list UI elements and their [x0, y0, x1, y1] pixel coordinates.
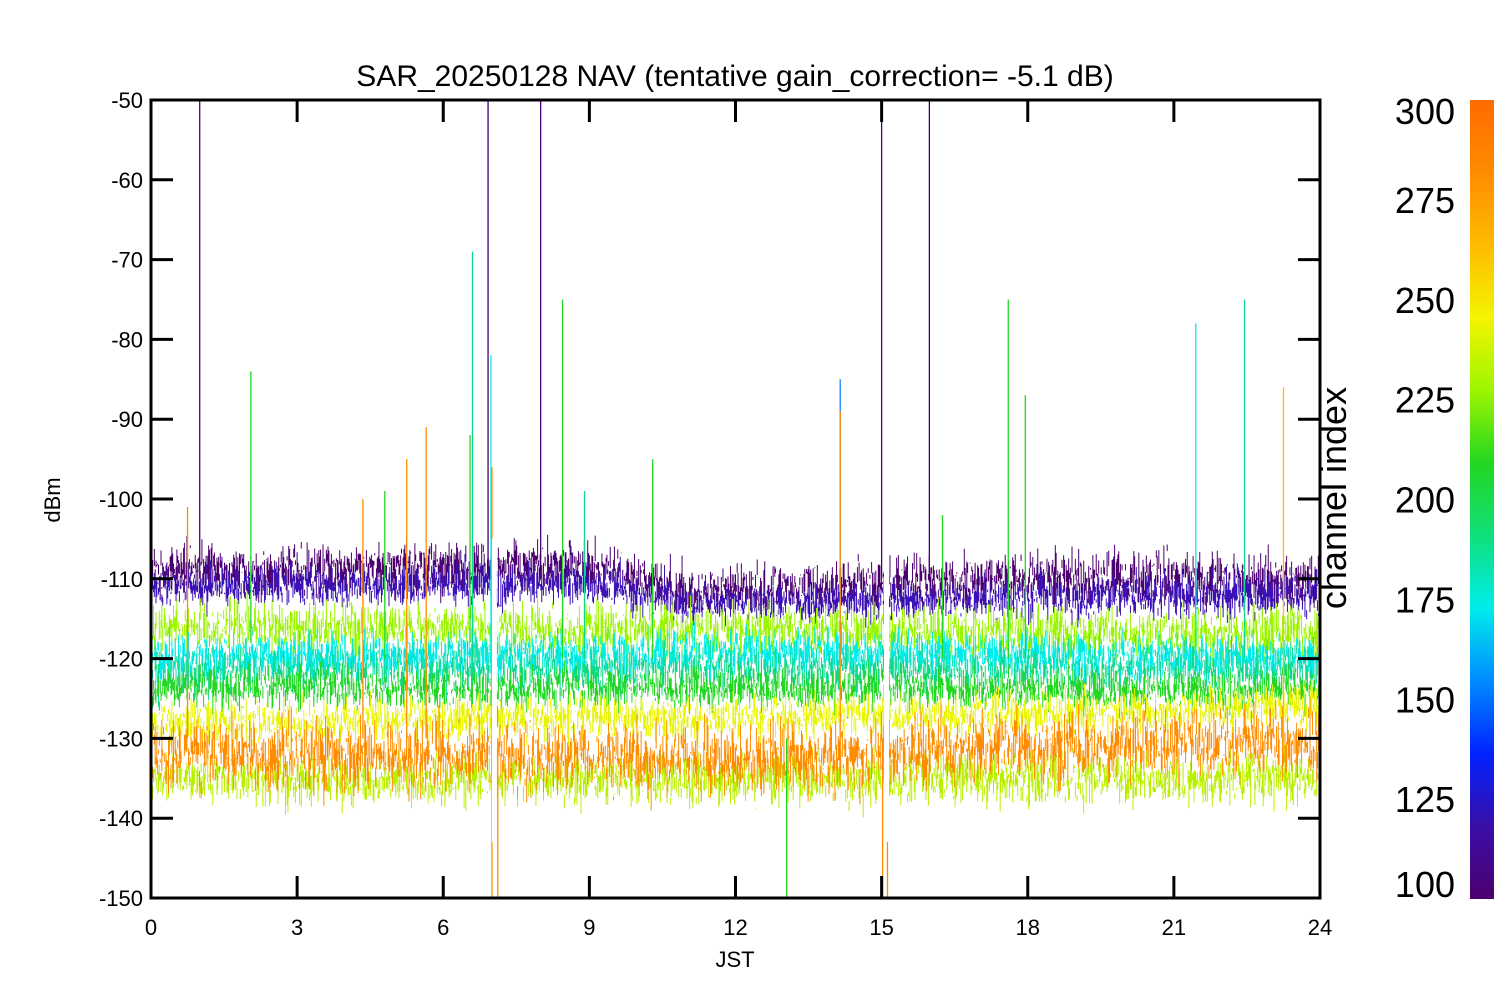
x-tick-label-21: 21 — [1162, 915, 1186, 940]
colorbar-label: channel index — [1313, 387, 1354, 609]
noise-band-ch230 — [151, 658, 1320, 719]
y-axis: -50 -60 -70 -80 -90 -100 -110 -120 -130 -140 -150 — [99, 88, 1320, 911]
x-tick-label-6: 6 — [437, 915, 449, 940]
y-tick-label--100: -100 — [99, 487, 143, 512]
x-tick-label-3: 3 — [291, 915, 303, 940]
noise-band-ch255 — [151, 590, 1320, 668]
data-gap-1 — [883, 538, 889, 843]
y-tick-label--60: -60 — [111, 168, 143, 193]
noise-band-ch290 — [151, 696, 1320, 811]
data-gaps — [491, 538, 889, 843]
y-tick-label--70: -70 — [111, 248, 143, 273]
chart-title: SAR_20250128 NAV (tentative gain_correct… — [356, 60, 1113, 93]
y-tick-label--50: -50 — [111, 88, 143, 113]
colorbar-tick-label-275: 275 — [1395, 180, 1455, 221]
colorbar-tick-label-225: 225 — [1395, 380, 1455, 421]
y-axis-label: dBm — [40, 477, 65, 522]
y-tick-label--120: -120 — [99, 647, 143, 672]
x-tick-label-9: 9 — [583, 915, 595, 940]
y-tick-label--90: -90 — [111, 407, 143, 432]
x-axis: 0 3 6 9 12 15 18 21 24 — [145, 100, 1332, 940]
x-tick-label-12: 12 — [723, 915, 747, 940]
noise-band-ch115 — [151, 552, 1320, 629]
y-tick-label--150: -150 — [99, 886, 143, 911]
data-gap-0 — [491, 538, 497, 843]
spike-lines — [186, 100, 1285, 898]
colorbar-tick-label-250: 250 — [1395, 280, 1455, 321]
x-tick-label-18: 18 — [1016, 915, 1040, 940]
colorbar-tick-label-125: 125 — [1395, 779, 1455, 820]
noise-band-ch268 — [151, 679, 1320, 752]
y-tick-label--140: -140 — [99, 806, 143, 831]
x-axis-label: JST — [715, 947, 754, 972]
y-tick-label--130: -130 — [99, 726, 143, 751]
x-tick-label-24: 24 — [1308, 915, 1332, 940]
noise-bands — [151, 534, 1320, 818]
colorbar-tick-label-200: 200 — [1395, 480, 1455, 521]
colorbar — [1470, 100, 1494, 899]
y-tick-label--110: -110 — [101, 567, 143, 592]
x-tick-label-15: 15 — [869, 915, 893, 940]
noise-band-ch175 — [151, 621, 1320, 686]
x-tick-label-0: 0 — [145, 915, 157, 940]
colorbar-ticks: 100 125 150 175 200 225 250 275 300 — [1395, 91, 1455, 905]
colorbar-tick-label-175: 175 — [1395, 579, 1455, 620]
colorbar-tick-label-300: 300 — [1395, 91, 1455, 132]
colorbar-tick-label-100: 100 — [1395, 864, 1455, 905]
colorbar-tick-label-150: 150 — [1395, 679, 1455, 720]
y-tick-label--80: -80 — [111, 327, 143, 352]
